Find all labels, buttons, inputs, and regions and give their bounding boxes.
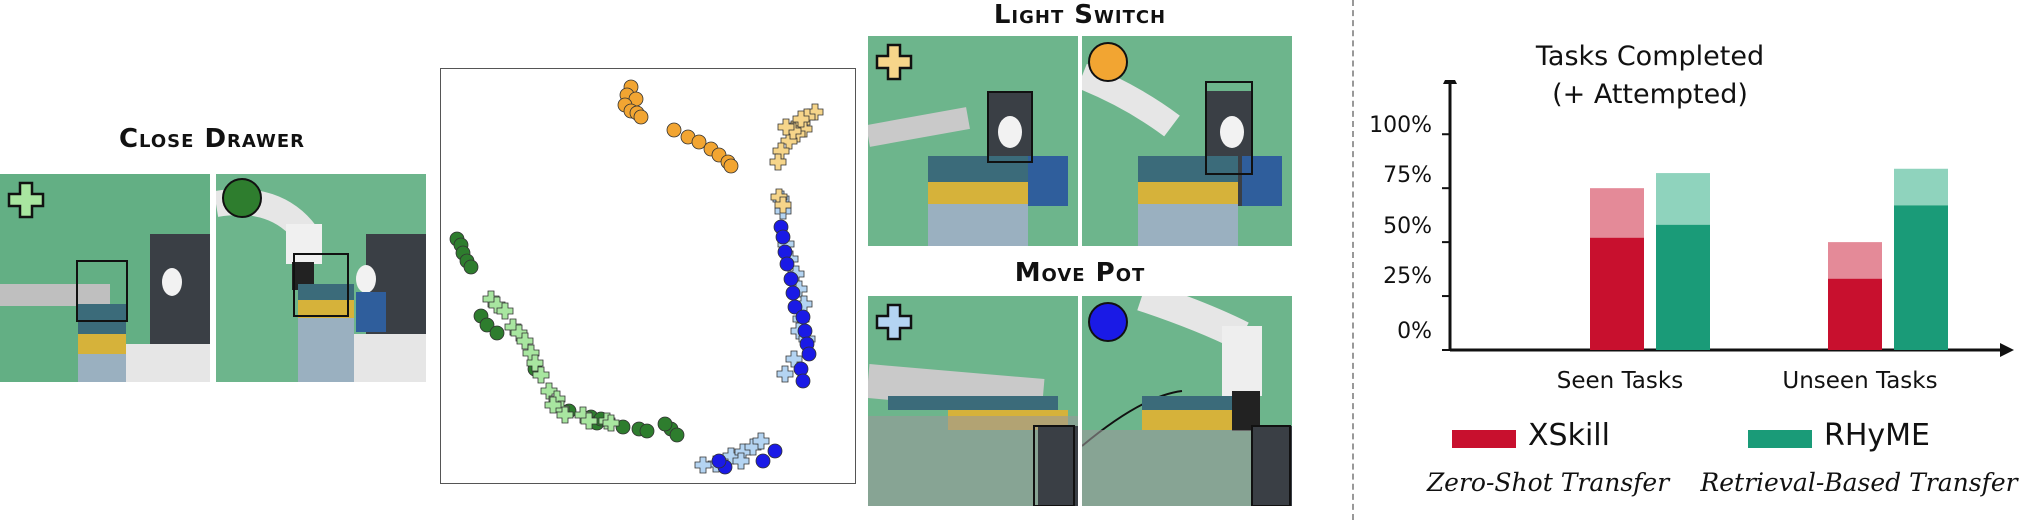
scatter-marker-plus xyxy=(752,432,770,450)
scatter-marker-circle xyxy=(615,419,631,435)
legend-swatch-rhyme xyxy=(1748,430,1812,448)
move-pot-robot-frame xyxy=(1082,296,1292,506)
bar-completed-xskill xyxy=(1590,237,1644,350)
close-drawer-robot-frame xyxy=(216,174,426,382)
move-pot-human-frame xyxy=(868,296,1078,506)
scatter-marker-circle xyxy=(755,453,771,469)
legend-subtitle-rhyme: Retrieval-Based Transfer xyxy=(1700,468,2018,497)
close-drawer-human-frame xyxy=(0,174,210,382)
plus-marker-icon xyxy=(875,43,913,81)
scatter-marker-circle xyxy=(633,109,649,125)
scatter-marker-circle xyxy=(639,423,655,439)
bar-completed-rhyme xyxy=(1894,205,1948,350)
y-tick-label: 75% xyxy=(1383,163,1432,188)
scatter-marker-circle xyxy=(669,427,685,443)
legend-label-rhyme: RHyME xyxy=(1824,418,1930,453)
bar-completed-rhyme xyxy=(1656,224,1710,350)
panel-title-close-drawer: Close Drawer xyxy=(118,124,306,154)
circle-marker-icon xyxy=(1088,42,1128,82)
scatter-marker-plus xyxy=(544,396,562,414)
scatter-marker-circle xyxy=(801,346,817,362)
scatter-marker-circle xyxy=(723,158,739,174)
circle-marker-icon xyxy=(222,178,262,218)
scatter-marker-circle xyxy=(795,309,811,325)
scatter-marker-circle xyxy=(775,229,791,245)
bar-chart xyxy=(1442,80,2014,357)
scatter-marker-circle xyxy=(787,299,803,315)
legend-swatch-xskill xyxy=(1452,430,1516,448)
scatter-marker-plus xyxy=(792,110,810,128)
chart-subtitle-text: (+ Attempted) xyxy=(1552,79,1748,110)
scatter-marker-plus xyxy=(732,452,750,470)
circle-marker-icon xyxy=(1088,302,1128,342)
y-tick-label: 100% xyxy=(1369,113,1432,138)
y-tick-label: 50% xyxy=(1383,214,1432,239)
light-switch-robot-frame xyxy=(1082,36,1292,246)
y-axis-arrow xyxy=(1443,80,1457,84)
scatter-marker-plus xyxy=(556,406,574,424)
embedding-scatter-plot xyxy=(440,68,856,484)
section-divider xyxy=(1352,0,1354,520)
light-switch-human-frame xyxy=(868,36,1078,246)
legend-subtitle-xskill: Zero-Shot Transfer xyxy=(1426,468,1670,497)
legend-label-xskill: XSkill xyxy=(1528,418,1610,453)
y-tick-label: 25% xyxy=(1383,264,1432,289)
plus-marker-icon xyxy=(7,181,45,219)
x-axis-arrow xyxy=(2000,343,2014,357)
scatter-marker-circle xyxy=(489,325,505,341)
scatter-marker-circle xyxy=(657,416,673,432)
scatter-marker-circle xyxy=(797,323,813,339)
scatter-marker-circle xyxy=(479,317,495,333)
panel-title-move-pot: Move Pot xyxy=(1014,258,1146,288)
scatter-marker-plus xyxy=(769,153,787,171)
scatter-marker-plus xyxy=(580,412,598,430)
scatter-marker-circle xyxy=(785,285,801,301)
scatter-marker-circle xyxy=(463,259,479,275)
scatter-marker-circle xyxy=(779,256,795,272)
scatter-marker-circle xyxy=(711,453,727,469)
scatter-marker-circle xyxy=(666,122,682,138)
plus-marker-icon xyxy=(875,303,913,341)
scatter-marker-circle xyxy=(767,443,783,459)
scatter-marker-plus xyxy=(602,414,620,432)
chart-title: Tasks Completed (+ Attempted) xyxy=(1520,38,1780,114)
scatter-marker-circle xyxy=(691,134,707,150)
scatter-marker-plus xyxy=(774,196,792,214)
scatter-marker-circle xyxy=(795,373,811,389)
scatter-marker-circle xyxy=(783,271,799,287)
scatter-marker-plus xyxy=(496,302,514,320)
panel-title-light-switch: Light Switch xyxy=(993,0,1167,30)
y-tick-label: 0% xyxy=(1397,319,1432,344)
chart-title-text: Tasks Completed xyxy=(1535,41,1765,72)
scatter-marker-plus xyxy=(777,118,795,136)
scatter-marker-plus xyxy=(694,456,712,474)
x-category-label: Unseen Tasks xyxy=(1782,368,1938,394)
x-category-label: Seen Tasks xyxy=(1556,368,1684,394)
scatter-marker-plus xyxy=(776,365,794,383)
scatter-marker-plus xyxy=(532,366,550,384)
bar-completed-xskill xyxy=(1828,278,1882,350)
